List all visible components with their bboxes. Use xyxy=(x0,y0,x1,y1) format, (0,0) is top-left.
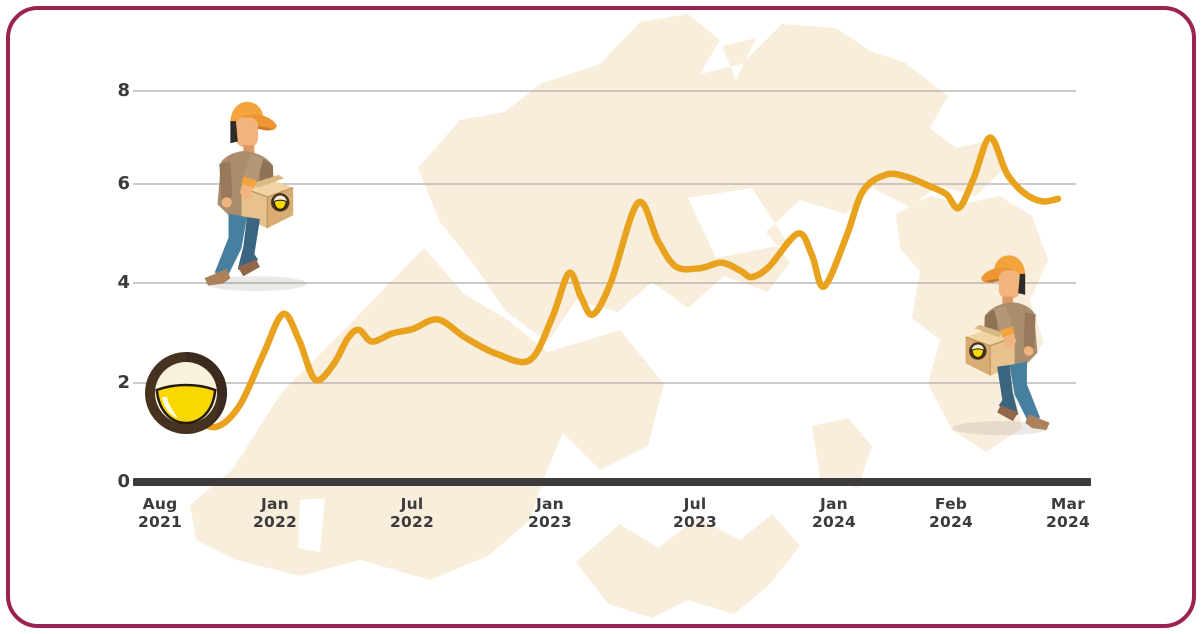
delivery-worker-right xyxy=(951,254,1051,436)
tick-month: Jan xyxy=(820,495,848,513)
y-axis-tick-label: 0 xyxy=(117,471,130,492)
map-mid-peninsula xyxy=(548,330,664,470)
tick-year: 2024 xyxy=(812,513,856,531)
delivery-worker-left xyxy=(203,101,308,292)
tick-year: 2021 xyxy=(138,513,182,531)
tick-year: 2024 xyxy=(929,513,973,531)
tick-year: 2024 xyxy=(1046,513,1090,531)
x-axis-tick-label: Jan 2023 xyxy=(528,495,572,531)
x-axis-tick-label: Mar 2024 xyxy=(1046,495,1090,531)
tick-year: 2023 xyxy=(673,513,717,531)
x-axis-tick-label: Jul 2022 xyxy=(390,495,434,531)
x-axis-tick-label: Aug 2021 xyxy=(138,495,182,531)
map-top-landmass xyxy=(418,14,1002,342)
tick-month: Aug xyxy=(142,495,178,513)
tick-month: Jul xyxy=(683,495,707,513)
x-axis-line xyxy=(133,478,1091,486)
bowl-icon-ring-shade xyxy=(186,352,227,435)
map-small-island xyxy=(812,418,872,488)
series-line xyxy=(166,134,1062,431)
tick-month: Mar xyxy=(1050,495,1086,513)
tick-month: Jan xyxy=(261,495,289,513)
y-axis-tick-label: 6 xyxy=(117,173,130,194)
tick-year: 2023 xyxy=(528,513,572,531)
tick-month: Jan xyxy=(536,495,564,513)
tick-year: 2022 xyxy=(253,513,297,531)
x-axis-tick-label: Jan 2024 xyxy=(812,495,856,531)
bowl-logo-icon xyxy=(145,352,227,435)
y-axis-tick-label: 4 xyxy=(117,272,130,293)
tick-year: 2022 xyxy=(390,513,434,531)
tick-month: Feb xyxy=(934,495,968,513)
map-left-landmass xyxy=(190,248,568,580)
map-bottom-islands xyxy=(576,514,800,618)
tick-month: Jul xyxy=(400,495,424,513)
y-axis-tick-label: 2 xyxy=(117,372,130,393)
x-axis-tick-label: Jan 2022 xyxy=(253,495,297,531)
bowl-icon-highlight xyxy=(162,397,178,418)
y-axis-tick-label: 8 xyxy=(117,80,130,101)
x-axis-tick-label: Jul 2023 xyxy=(673,495,717,531)
x-axis-tick-label: Feb 2024 xyxy=(929,495,973,531)
